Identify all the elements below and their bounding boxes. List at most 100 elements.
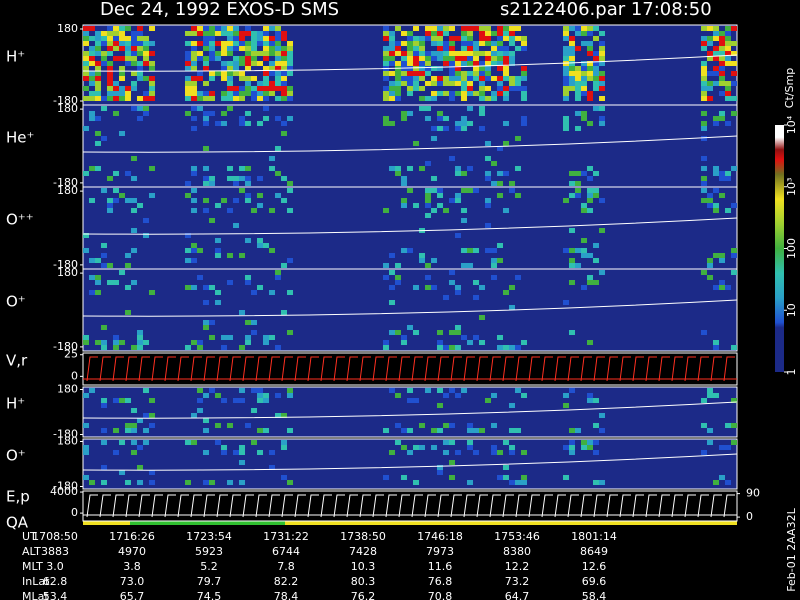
spectrogram-cell [563,403,569,408]
spectrogram-cell [113,56,119,61]
spectrogram-cell [713,203,719,208]
spectrogram-cell [503,46,509,51]
spectrogram-cell [107,41,113,46]
spectrogram-cell [191,91,197,96]
spectrogram-cell [281,121,287,126]
table-cell: 58.4 [582,590,607,600]
spectrogram-cell [593,423,599,428]
spectrogram-cell [185,96,191,101]
spectrogram-cell [287,116,293,121]
spectrogram-cell [497,81,503,86]
spectrogram-cell [701,76,707,81]
spectrogram-cell [95,290,101,295]
spectrogram-cell [497,181,503,186]
spectrogram-cell [461,116,467,121]
spectrogram-cell [203,300,209,305]
spectrogram-cell [239,445,245,450]
spectrogram-cell [395,171,401,176]
spectrogram-cell [419,258,425,263]
spectrogram-cell [83,248,89,253]
spectrogram-cell [203,66,209,71]
spectrogram-cell [245,56,251,61]
spectrogram-cell [149,166,155,171]
spectrogram-cell [425,213,431,218]
y-tick-label: 25 [64,348,78,361]
spectrogram-cell [575,193,581,198]
spectrogram-cell [269,208,275,213]
spectrogram-cell [209,51,215,56]
spectrogram-cell [233,66,239,71]
spectrogram-cell [491,51,497,56]
spectrogram-cell [215,203,221,208]
spectrogram-cell [185,440,191,445]
spectrogram-cell [485,248,491,253]
spectrogram-cell [287,86,293,91]
spectrogram-cell [281,445,287,450]
spectrogram-cell [287,290,293,295]
spectrogram-cell [191,340,197,345]
spectrogram-cell [215,26,221,31]
spectrogram-cell [107,46,113,51]
spectrogram-cell [473,56,479,61]
spectrogram-cell [587,121,593,126]
spectrogram-cell [131,81,137,86]
spectrogram-cell [197,248,203,253]
spectrogram-cell [215,440,221,445]
spectrogram-cell [245,46,251,51]
y-tick-label: 180 [57,22,78,35]
spectrogram-cell [467,263,473,268]
spectrogram-cell [593,76,599,81]
spectrogram-cell [491,161,497,166]
spectrogram-cell [443,393,449,398]
spectrogram-cell [197,398,203,403]
spectrogram-cell [233,198,239,203]
spectrogram-cell [245,423,251,428]
spectrogram-cell [287,188,293,193]
spectrogram-cell [473,188,479,193]
spectrogram-cell [239,86,245,91]
spectrogram-cell [461,121,467,126]
y2-tick-label: 90 [746,487,760,500]
spectrogram-cell [587,193,593,198]
spectrogram-cell [221,51,227,56]
spectrogram-cell [227,46,233,51]
spectrogram-cell [143,46,149,51]
spectrogram-cell [497,475,503,480]
spectrogram-cell [227,81,233,86]
spectrogram-cell [413,398,419,403]
spectrogram-cell [245,111,251,116]
spectrogram-cell [491,56,497,61]
spectrogram-cell [107,81,113,86]
spectrogram-cell [461,26,467,31]
spectrogram-cell [701,181,707,186]
spectrogram-cell [203,393,209,398]
table-cell: 80.3 [351,575,376,588]
spectrogram-cell [713,81,719,86]
spectrogram-cell [725,285,731,290]
spectrogram-cell [443,76,449,81]
row-label: MLT [22,560,43,573]
spectrogram-cell [239,345,245,350]
spectrogram-cell [95,46,101,51]
spectrogram-cell [125,26,131,31]
spectrogram-cell [449,280,455,285]
spectrogram-cell [563,300,569,305]
spectrogram-cell [263,66,269,71]
spectrogram-cell [245,166,251,171]
spectrogram-cell [593,193,599,198]
spectrogram-cell [125,253,131,258]
spectrogram-cell [125,263,131,268]
spectrogram-cell [425,116,431,121]
spectrogram-cell [431,428,437,433]
spectrogram-cell [581,41,587,46]
spectrogram-cell [113,26,119,31]
spectrogram-cell [383,56,389,61]
spectrogram-cell [251,36,257,41]
spectrogram-cell [587,198,593,203]
spectrogram-cell [569,46,575,51]
spectrogram-cell [263,335,269,340]
spectrogram-cell [503,141,509,146]
spectrogram-cell [395,86,401,91]
spectrogram-cell [701,91,707,96]
spectrogram-cell [437,345,443,350]
